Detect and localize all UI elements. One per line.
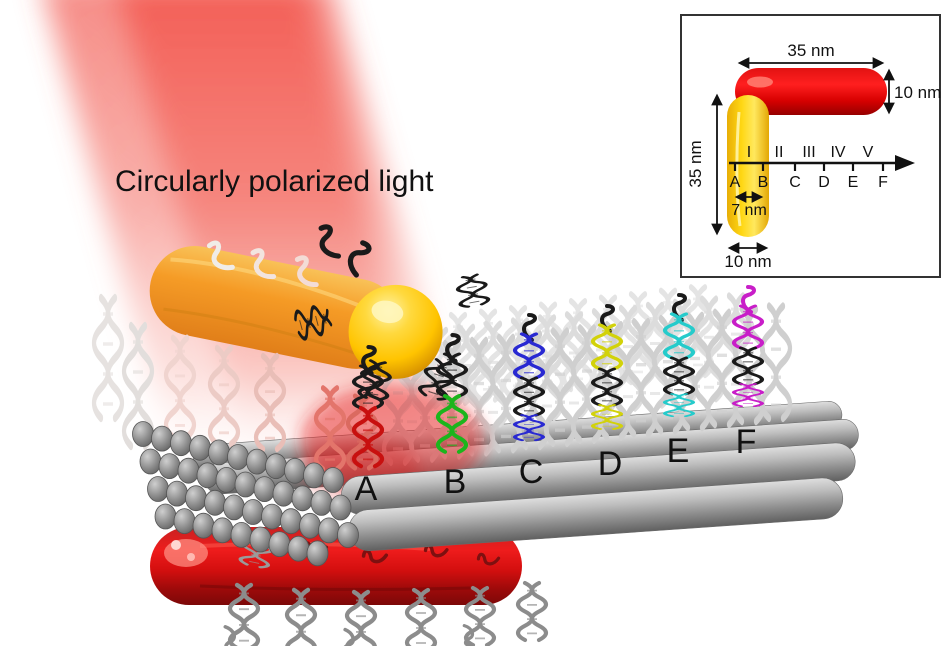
site-label-e: E — [667, 432, 690, 470]
cylinder-end-cap — [192, 512, 215, 539]
site-label-c: C — [519, 453, 544, 491]
inset-site-label-b: B — [758, 174, 769, 191]
inset-site-spacing-label: 7 nm — [731, 202, 767, 219]
cylinder-end-cap — [204, 489, 226, 516]
cylinder-end-cap — [291, 485, 314, 512]
cylinder-end-cap — [132, 421, 154, 447]
cylinder-end-cap — [246, 448, 268, 475]
origami-platform-front — [132, 421, 856, 567]
cylinder-end-cap — [215, 466, 238, 493]
cylinder-end-cap — [322, 467, 344, 493]
cylinder-end-cap — [177, 457, 200, 484]
cylinder-end-cap — [268, 531, 291, 557]
interval-label-3: III — [802, 144, 815, 161]
light-label: Circularly polarized light — [115, 165, 434, 198]
axis-ticks — [733, 163, 885, 171]
inset-gold-rod-highlight — [735, 111, 742, 227]
cylinder-end-cap — [303, 462, 325, 489]
cylinder-end-cap — [173, 508, 196, 534]
cylinder-end-cap — [151, 425, 173, 452]
dna-helix-white — [708, 312, 736, 424]
inset-site-label-f: F — [878, 174, 888, 191]
cylinder-end-cap — [337, 522, 359, 548]
gold-nanorod — [94, 225, 489, 469]
cylinder-end-cap — [189, 434, 211, 461]
cylinder-end-cap — [208, 439, 230, 466]
site-label-f: F — [736, 423, 757, 461]
cylinder-end-cap — [227, 444, 249, 470]
inset-site-label-e: E — [848, 174, 859, 191]
cylinder-end-cap — [147, 476, 169, 502]
cylinder-end-cap — [253, 476, 276, 503]
site-label-b: B — [444, 463, 467, 501]
cylinder-end-cap — [223, 494, 245, 521]
cylinder-end-cap — [242, 499, 264, 525]
cylinder-end-cap — [249, 526, 272, 553]
cylinder-end-cap — [158, 453, 181, 480]
cylinder-end-cap — [170, 430, 192, 457]
site-label-d: D — [598, 445, 623, 483]
dna-helix-black — [456, 273, 489, 307]
cylinder-end-cap — [280, 508, 302, 535]
axis-arrowhead — [895, 155, 915, 171]
inset-upright-rod-length-label: 35 nm — [686, 140, 705, 187]
cylinder-end-cap — [139, 448, 162, 475]
interval-label-1: I — [747, 144, 751, 161]
cylinder-end-cap — [318, 517, 340, 544]
cylinder-end-cap — [329, 494, 352, 521]
dna-helix-white — [762, 306, 790, 418]
interval-label-4: IV — [830, 144, 845, 161]
cylinder-end-cap — [166, 480, 188, 507]
cylinder-end-cap — [284, 457, 306, 484]
dna-helix-gray — [518, 583, 546, 640]
cylinder-end-cap — [272, 480, 295, 507]
inset-upright-rod-width-label: 10 nm — [724, 252, 771, 271]
cylinder-end-cap — [211, 517, 234, 544]
cylinder-end-cap — [306, 540, 329, 567]
inset-rod-diameter-label: 10 nm — [894, 83, 941, 102]
cylinder-end-cap — [299, 512, 321, 539]
interval-label-2: II — [775, 144, 784, 161]
cylinder-end-cap — [230, 522, 253, 548]
cylinder-end-cap — [261, 503, 283, 530]
interval-label-5: V — [863, 144, 874, 161]
inset-site-label-c: C — [789, 174, 801, 191]
cylinder-end-cap — [310, 489, 333, 516]
inset-rod-length-label: 35 nm — [787, 41, 834, 60]
cylinder-end-cap — [154, 503, 177, 530]
cylinder-end-cap — [265, 453, 287, 480]
cylinder-end-cap — [234, 471, 257, 498]
dna-helix-gray — [340, 627, 357, 646]
inset-site-label-d: D — [818, 174, 830, 191]
cylinder-end-cap — [287, 535, 310, 562]
dna-helix-white — [94, 298, 122, 418]
inset-site-label-a: A — [730, 174, 741, 191]
cylinder-end-cap — [185, 485, 207, 512]
inset-red-rod-highlight — [747, 76, 773, 88]
cylinder-end-caps — [132, 421, 359, 567]
site-label-a: A — [355, 470, 378, 508]
cylinder-end-cap — [196, 462, 219, 489]
inset-red-nanorod — [735, 68, 887, 115]
inset-diagram: 35 nm 10 nm 35 nm 10 nm I II III IV V A … — [680, 14, 941, 278]
